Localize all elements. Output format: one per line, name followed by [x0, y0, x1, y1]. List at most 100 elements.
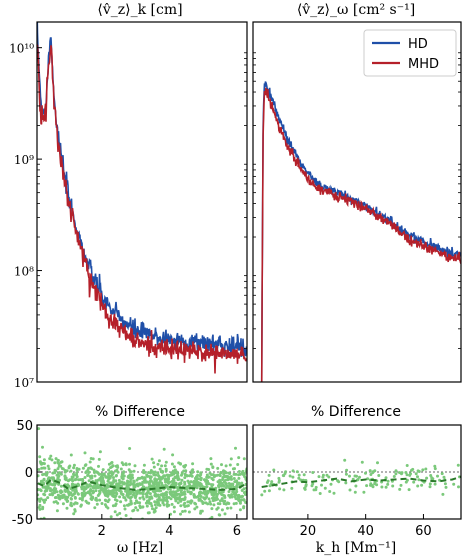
scatter-point: [103, 503, 107, 507]
scatter-point: [89, 466, 93, 470]
scatter-point: [77, 467, 81, 471]
scatter-point: [354, 484, 358, 488]
scatter-point: [265, 481, 269, 484]
scatter-point: [60, 467, 64, 470]
scatter-point: [159, 493, 163, 497]
scatter-point: [88, 492, 92, 496]
scatter-point: [232, 502, 236, 506]
scatter-point: [92, 468, 96, 472]
scatter-point: [113, 504, 117, 507]
scatter-point: [183, 482, 187, 486]
scatter-point: [189, 480, 193, 484]
scatter-point: [147, 500, 151, 504]
scatter-point: [70, 504, 74, 508]
scatter-point: [224, 482, 228, 486]
scatter-point: [91, 489, 95, 493]
scatter-point: [142, 463, 146, 467]
scatter-point: [149, 502, 153, 505]
scatter-point: [360, 460, 364, 464]
scatter-point: [207, 497, 211, 501]
scatter-point: [122, 495, 126, 499]
scatter-point: [148, 492, 152, 496]
scatter-point: [199, 476, 203, 480]
scatter-point: [224, 464, 228, 468]
scatter-point: [297, 476, 301, 480]
scatter-point: [233, 493, 237, 497]
scatter-point: [291, 469, 295, 473]
scatter-point: [40, 462, 43, 466]
title-bottom-right: % Difference: [311, 404, 401, 420]
scatter-point: [87, 479, 91, 483]
scatter-point: [112, 476, 115, 480]
scatter-point: [223, 499, 227, 503]
scatter-point: [165, 502, 169, 506]
scatter-point: [227, 493, 231, 497]
scatter-point: [61, 494, 65, 498]
scatter-point: [158, 480, 162, 484]
scatter-point: [420, 483, 424, 487]
scatter-point: [404, 480, 408, 484]
scatter-point: [392, 475, 396, 478]
scatter-point: [150, 470, 154, 474]
scatter-point: [124, 489, 128, 493]
scatter-point: [171, 453, 175, 457]
scatter-point: [163, 464, 167, 468]
scatter-point: [231, 490, 235, 494]
scatter-point: [192, 479, 196, 483]
scatter-point: [87, 470, 91, 474]
scatter-point: [83, 464, 87, 467]
scatter-point: [270, 480, 274, 484]
scatter-point: [179, 512, 182, 516]
scatter-point: [183, 476, 187, 480]
scatter-point: [394, 472, 398, 476]
scatter-point: [52, 500, 56, 504]
scatter-point: [56, 501, 60, 505]
scatter-point: [38, 497, 42, 501]
axes-frame: [36, 424, 248, 520]
scatter-point: [133, 501, 137, 505]
scatter-point: [100, 476, 104, 480]
scatter-point: [160, 464, 164, 468]
scatter-point: [205, 485, 209, 489]
xtick-label: 40: [357, 524, 374, 539]
trend-line: [37, 478, 247, 491]
scatter-point: [115, 499, 119, 503]
scatter-point: [214, 492, 218, 496]
scatter-point: [133, 495, 137, 499]
scatter-point: [291, 475, 295, 479]
scatter-point: [409, 472, 412, 476]
scatter-point: [113, 495, 117, 499]
scatter-point: [353, 490, 357, 494]
scatter-point: [238, 508, 242, 512]
scatter-point: [433, 467, 437, 471]
scatter-point: [239, 495, 243, 499]
scatter-point: [362, 490, 366, 494]
scatter-point: [177, 492, 181, 496]
scatter-point: [122, 504, 126, 508]
scatter-point: [80, 491, 84, 495]
scatter-point: [214, 498, 218, 502]
scatter-point: [80, 487, 84, 491]
scatter-point: [136, 501, 140, 504]
scatter-point: [425, 476, 429, 480]
scatter-point: [156, 462, 160, 466]
scatter-point: [318, 492, 322, 495]
scatter-point: [329, 482, 333, 486]
scatter-point: [47, 467, 51, 471]
scatter-point: [123, 507, 127, 511]
scatter-point: [149, 496, 153, 500]
scatter-point: [444, 485, 448, 489]
scatter-point: [158, 467, 162, 471]
xtick-label: 60: [415, 524, 432, 539]
scatter-point: [51, 483, 55, 487]
scatter-point: [429, 474, 433, 477]
scatter-point: [105, 483, 109, 487]
scatter-point: [71, 475, 75, 479]
scatter-point: [182, 469, 186, 473]
scatter-point: [223, 512, 227, 516]
scatter-point: [325, 473, 329, 477]
scatter-point: [272, 468, 276, 472]
legend-label-mhd: MHD: [408, 57, 439, 72]
scatter-point: [233, 467, 236, 471]
scatter-point: [41, 473, 45, 477]
